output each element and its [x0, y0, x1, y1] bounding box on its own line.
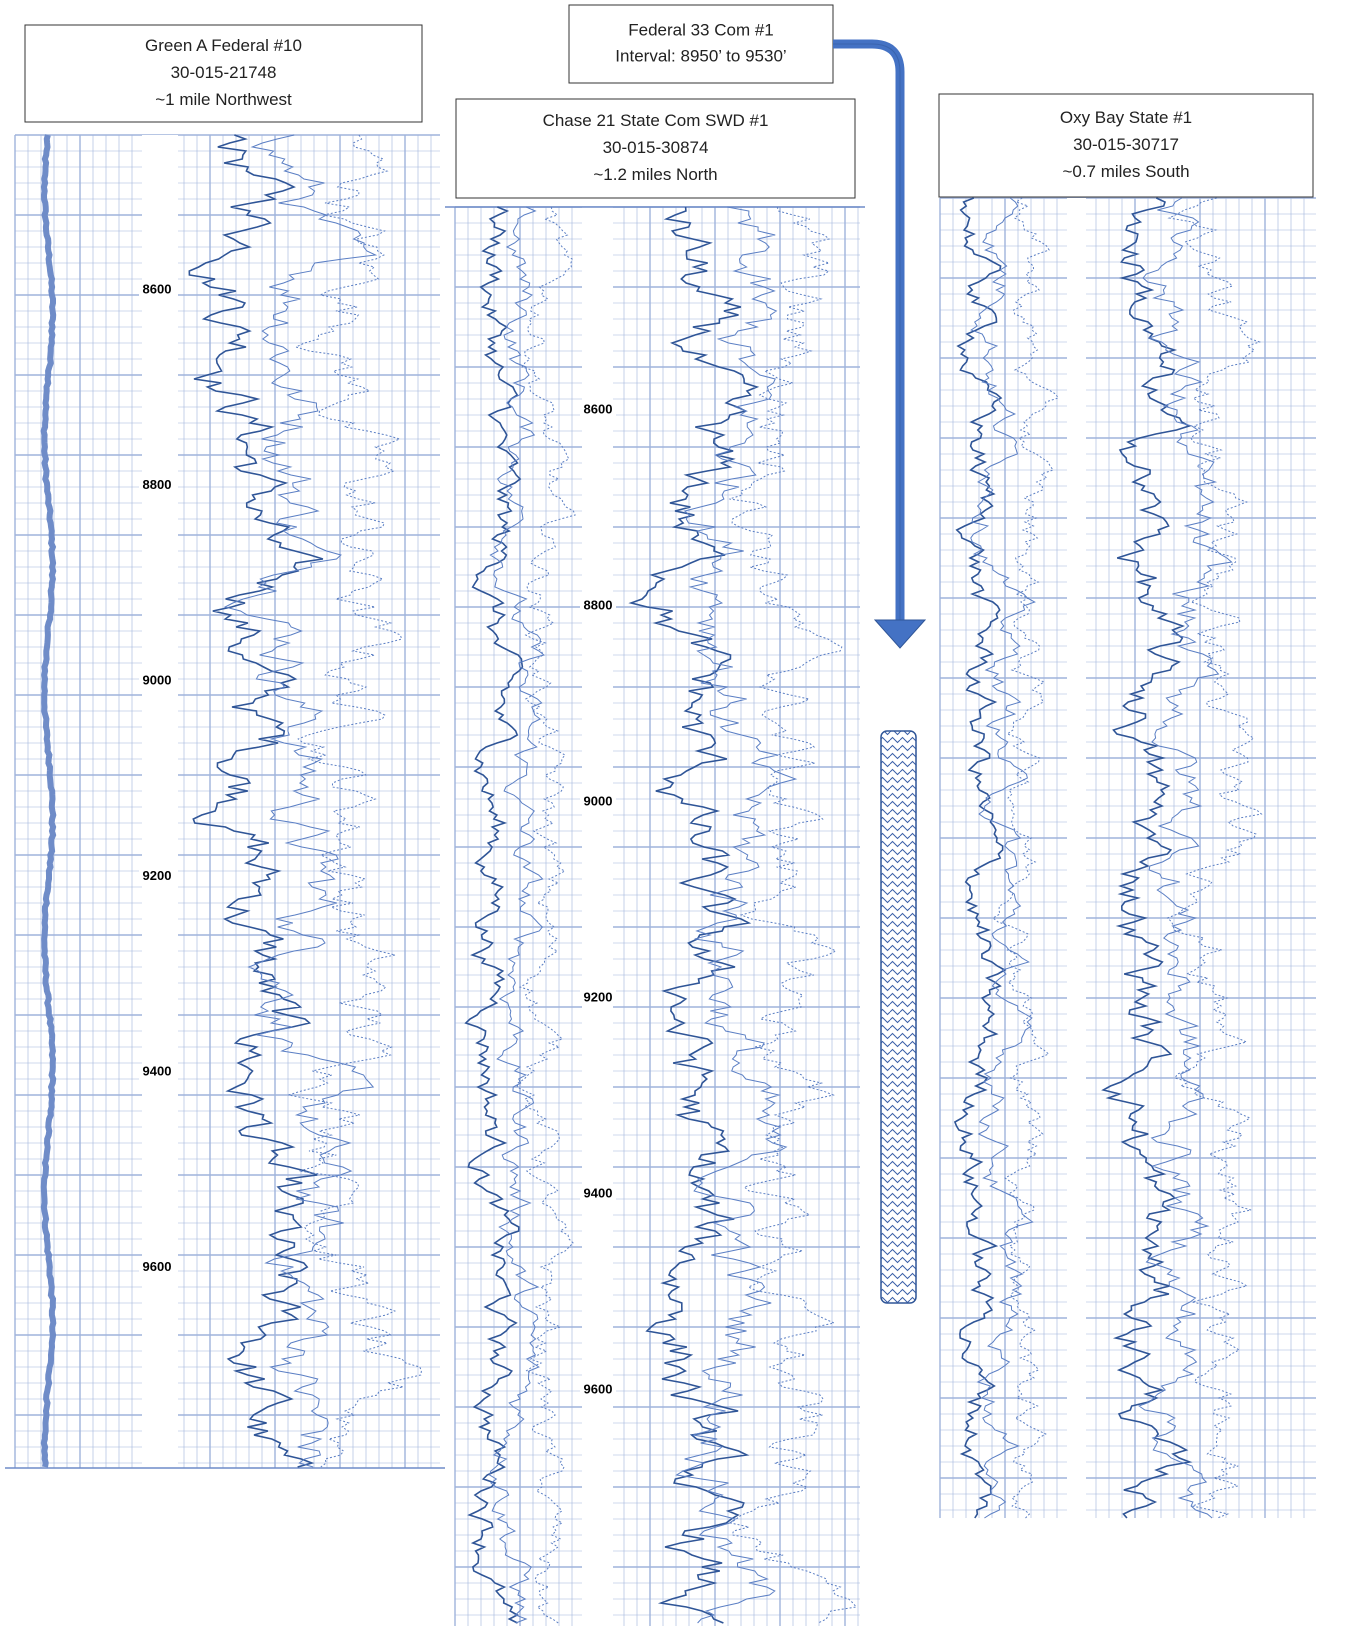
- log-curve: [675, 206, 798, 1624]
- depth-label-bg: [139, 1064, 175, 1080]
- depth-column: [582, 207, 613, 1626]
- well-title: Oxy Bay State #1: [1060, 108, 1192, 127]
- depth-label-bg: [580, 794, 616, 810]
- log-curve: [40, 134, 57, 1468]
- depth-label: 8800: [584, 597, 613, 612]
- depth-label: 9400: [584, 1185, 613, 1200]
- depth-label: 9600: [143, 1259, 172, 1274]
- log-curve: [953, 197, 1007, 1519]
- depth-label-bg: [139, 673, 175, 689]
- depth-label-bg: [580, 990, 616, 1006]
- log-curve: [464, 206, 524, 1624]
- well-location: ~1 mile Northwest: [155, 90, 292, 109]
- interval-bar: [880, 730, 917, 1304]
- log-curve: [729, 206, 858, 1624]
- log-curve: [628, 206, 760, 1624]
- depth-label: 9600: [584, 1381, 613, 1396]
- well-log: Green A Federal #10 30-015-21748 ~1 mile N…: [5, 24, 445, 1469]
- target-title: Federal 33 Com #1: [628, 20, 774, 39]
- depth-label: 9200: [143, 868, 172, 883]
- log-curve: [223, 134, 378, 1468]
- depth-label: 8800: [143, 477, 172, 492]
- well-api: 30-015-30874: [603, 138, 709, 157]
- arrow-outline: [833, 43, 901, 622]
- depth-label-bg: [139, 868, 175, 885]
- depth-label-bg: [139, 1259, 175, 1276]
- depth-label: 9200: [584, 989, 613, 1004]
- depth-label-bg: [139, 282, 175, 298]
- well-title: Chase 21 State Com SWD #1: [543, 111, 769, 130]
- log-curve: [1138, 197, 1233, 1519]
- well-box: [455, 98, 856, 199]
- target-interval: Interval: 8950’ to 9530’: [615, 46, 786, 65]
- well-api: 30-015-30717: [1073, 135, 1179, 154]
- depth-label-bg: [580, 402, 616, 418]
- well-box: [24, 24, 423, 123]
- depth-label: 9000: [143, 672, 172, 687]
- well-location: ~0.7 miles South: [1062, 162, 1189, 181]
- well-log: Oxy Bay State #1 30-015-30717 ~0.7 miles S…: [938, 93, 1316, 1519]
- log-curve: [1166, 197, 1263, 1519]
- log-curve: [992, 197, 1059, 1519]
- target-box: [568, 4, 834, 84]
- log-curve: [1101, 197, 1193, 1519]
- depth-label-bg: [580, 1186, 616, 1202]
- log-curve: [516, 206, 576, 1624]
- depth-label-bg: [580, 598, 616, 614]
- well-log: Chase 21 State Com SWD #1 30-015-30874 ~1.…: [445, 98, 865, 1626]
- depth-label: 8600: [143, 281, 172, 296]
- well-api: 30-015-21748: [171, 63, 277, 82]
- log-panels: Green A Federal #10 30-015-21748 ~1 mile N…: [5, 24, 1316, 1626]
- log-curve: [288, 134, 422, 1468]
- well-title: Green A Federal #10: [145, 36, 302, 55]
- depth-column: [142, 135, 178, 1468]
- depth-label: 9400: [143, 1063, 172, 1078]
- log-curve: [489, 206, 545, 1624]
- log-curve: [970, 197, 1036, 1519]
- well-box: [938, 93, 1314, 198]
- depth-label-bg: [139, 477, 175, 494]
- depth-label: 8600: [584, 401, 613, 416]
- depth-column: [1067, 198, 1086, 1518]
- log-curve: [188, 134, 324, 1468]
- arrowhead: [873, 619, 927, 649]
- depth-label-bg: [580, 1382, 616, 1398]
- well-location: ~1.2 miles North: [593, 165, 717, 184]
- depth-label: 9000: [584, 793, 613, 808]
